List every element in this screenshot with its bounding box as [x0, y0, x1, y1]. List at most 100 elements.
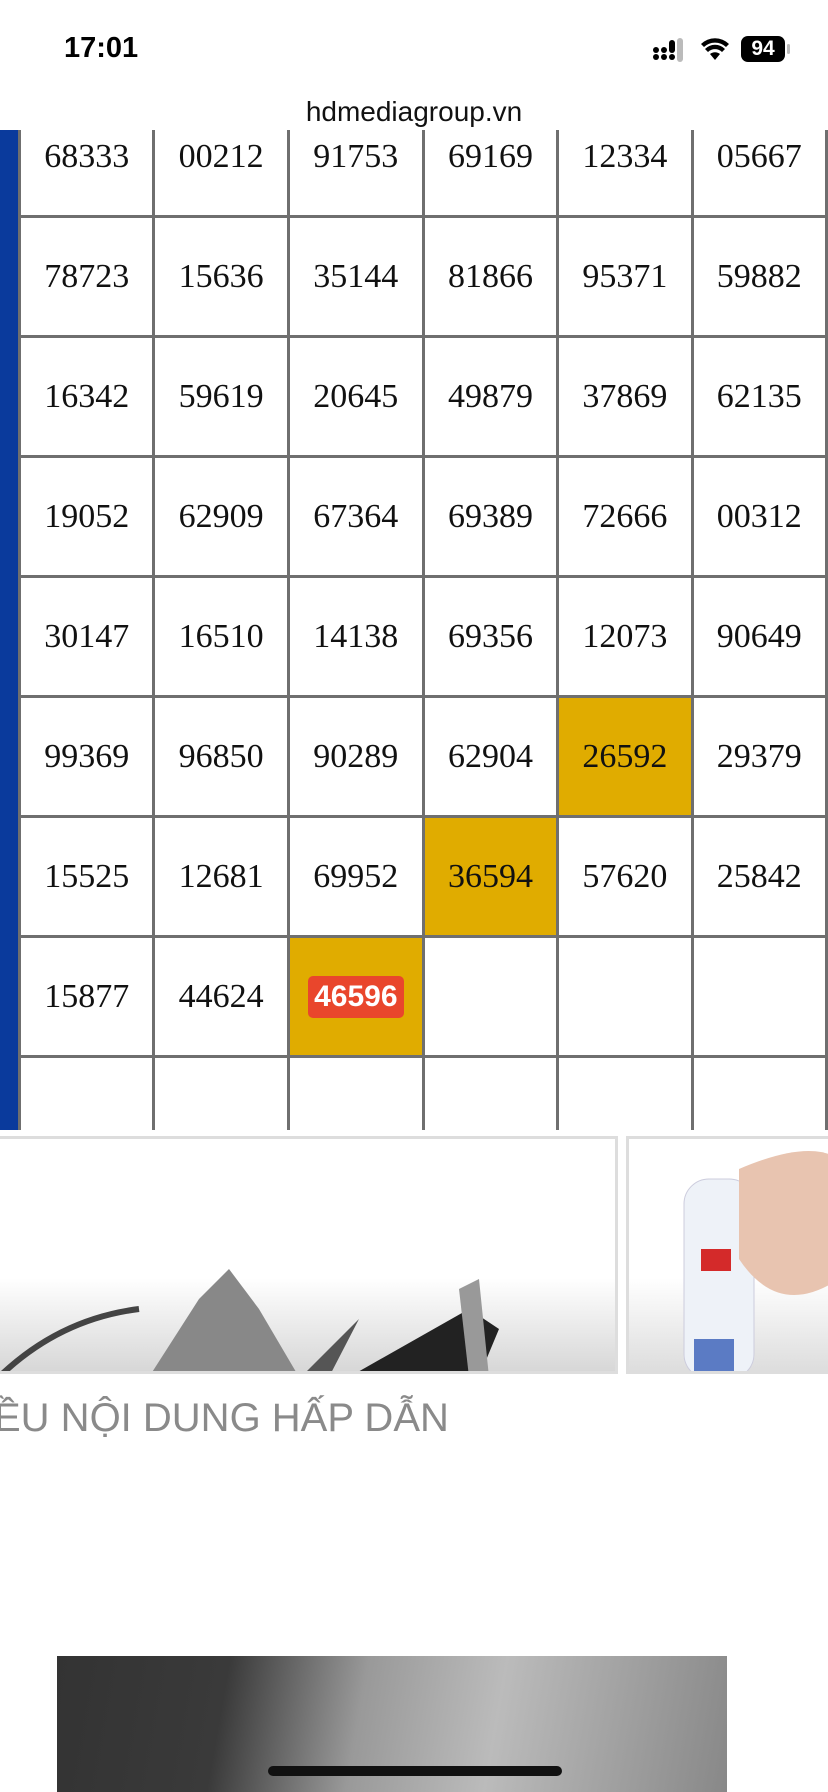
- result-cell: 15636: [152, 215, 290, 338]
- table-row: 16342 59619 20645 49879 37869 62135: [17, 335, 828, 458]
- result-cell: 91753: [286, 130, 425, 218]
- result-number: 12681: [178, 857, 264, 895]
- home-indicator[interactable]: [268, 1766, 562, 1776]
- result-number: 15636: [178, 257, 264, 295]
- result-number: 95371: [582, 257, 668, 295]
- result-number: 36594: [448, 857, 533, 895]
- result-cell: 20645: [286, 335, 425, 458]
- address-bar-url[interactable]: hdmediagroup.vn: [305, 96, 523, 127]
- result-number: 69952: [313, 857, 399, 895]
- result-cell: 29379: [690, 695, 828, 818]
- result-cell: 59619: [152, 335, 290, 458]
- result-number: 00312: [716, 497, 802, 535]
- result-cell: 30147: [17, 575, 156, 698]
- result-number: 16342: [44, 377, 130, 415]
- result-cell: 35144: [286, 215, 425, 338]
- result-cell: 12681: [152, 815, 290, 938]
- result-number: 62904: [448, 737, 533, 775]
- result-number: 26592: [582, 737, 668, 775]
- side-accent-bar: [0, 130, 19, 1130]
- ad-image-bag[interactable]: [0, 1136, 618, 1374]
- result-cell: 90649: [690, 575, 828, 698]
- status-bar: 17:01 94: [0, 0, 828, 80]
- result-number: 72666: [582, 497, 668, 535]
- result-cell: [152, 1055, 290, 1130]
- result-cell: [690, 1055, 828, 1130]
- result-number: 49879: [448, 377, 533, 415]
- result-cell: 96850: [152, 695, 290, 818]
- wifi-icon: [701, 38, 729, 60]
- result-cell: 49879: [421, 335, 560, 458]
- result-number: 05667: [716, 137, 802, 175]
- result-number: 25842: [716, 857, 802, 895]
- result-number: 00212: [178, 137, 264, 175]
- result-number: 59882: [716, 257, 802, 295]
- table-row: 99369 96850 90289 62904 26592 29379: [17, 695, 828, 818]
- result-cell: 62909: [152, 455, 290, 578]
- result-number: 16510: [178, 617, 264, 655]
- result-cell: 00312: [690, 455, 828, 578]
- result-cell: [556, 1055, 694, 1130]
- result-cell: 69356: [421, 575, 560, 698]
- result-cell: 16510: [152, 575, 290, 698]
- result-number: 30147: [44, 617, 130, 655]
- table-row: 78723 15636 35144 81866 95371 59882: [17, 215, 828, 338]
- result-cell: 81866: [421, 215, 560, 338]
- result-cell: 46596: [286, 935, 425, 1058]
- result-cell: 67364: [286, 455, 425, 578]
- result-cell: 44624: [152, 935, 290, 1058]
- table-row: 68333 00212 91753 69169 12334 05667: [17, 130, 828, 218]
- result-cell: 05667: [690, 130, 828, 218]
- result-number: 78723: [44, 257, 130, 295]
- result-cell: 15877: [17, 935, 156, 1058]
- table-row: 15525 12681 69952 36594 57620 25842: [17, 815, 828, 938]
- result-cell: 14138: [286, 575, 425, 698]
- section-heading: ỀU NỘI DUNG HẤP DẪN: [0, 1396, 449, 1440]
- table-row: 19052 62909 67364 69389 72666 00312: [17, 455, 828, 578]
- result-cell: 68333: [17, 130, 156, 218]
- ad-image-bottle[interactable]: [626, 1136, 828, 1374]
- result-number: 81866: [448, 257, 533, 295]
- result-number: 91753: [313, 137, 399, 175]
- result-cell: 36594: [421, 815, 560, 938]
- cellular-signal-icon: [653, 38, 683, 62]
- result-cell: 25842: [690, 815, 828, 938]
- result-cell: 78723: [17, 215, 156, 338]
- result-cell: 00212: [152, 130, 290, 218]
- result-cell: 95371: [556, 215, 694, 338]
- result-cell: 16342: [17, 335, 156, 458]
- result-number: 96850: [178, 737, 264, 775]
- result-cell: 99369: [17, 695, 156, 818]
- result-cell: 12073: [556, 575, 694, 698]
- result-cell: 62135: [690, 335, 828, 458]
- result-cell: 59882: [690, 215, 828, 338]
- lottery-results-grid: 68333 00212 91753 69169 12334 05667 78723 15636…: [0, 130, 828, 1130]
- result-cell: [690, 935, 828, 1058]
- result-number: 59619: [178, 377, 264, 415]
- result-number: 67364: [313, 497, 399, 535]
- result-number: 15525: [44, 857, 130, 895]
- result-number: 68333: [44, 137, 130, 175]
- result-cell: [421, 1055, 560, 1130]
- result-cell: 72666: [556, 455, 694, 578]
- result-number: 44624: [178, 977, 264, 1015]
- ad-banner[interactable]: [0, 1136, 828, 1376]
- result-cell: 19052: [17, 455, 156, 578]
- table-row: 30147 16510 14138 69356 12073 90649: [17, 575, 828, 698]
- result-number: 37869: [582, 377, 668, 415]
- results-table: 68333 00212 91753 69169 12334 05667 78723 15636…: [17, 130, 828, 1130]
- result-cell: 69952: [286, 815, 425, 938]
- latest-number-badge: 46596: [308, 975, 404, 1018]
- result-cell: [421, 935, 560, 1058]
- result-number: 69356: [448, 617, 533, 655]
- result-number: 69389: [448, 497, 533, 535]
- result-cell: [17, 1055, 156, 1130]
- result-cell: 15525: [17, 815, 156, 938]
- result-cell: 37869: [556, 335, 694, 458]
- result-number: 12073: [582, 617, 668, 655]
- result-cell: 90289: [286, 695, 425, 818]
- result-cell: 12334: [556, 130, 694, 218]
- result-cell: 26592: [556, 695, 694, 818]
- result-cell: [286, 1055, 425, 1130]
- table-row: 15877 44624 46596: [17, 935, 828, 1058]
